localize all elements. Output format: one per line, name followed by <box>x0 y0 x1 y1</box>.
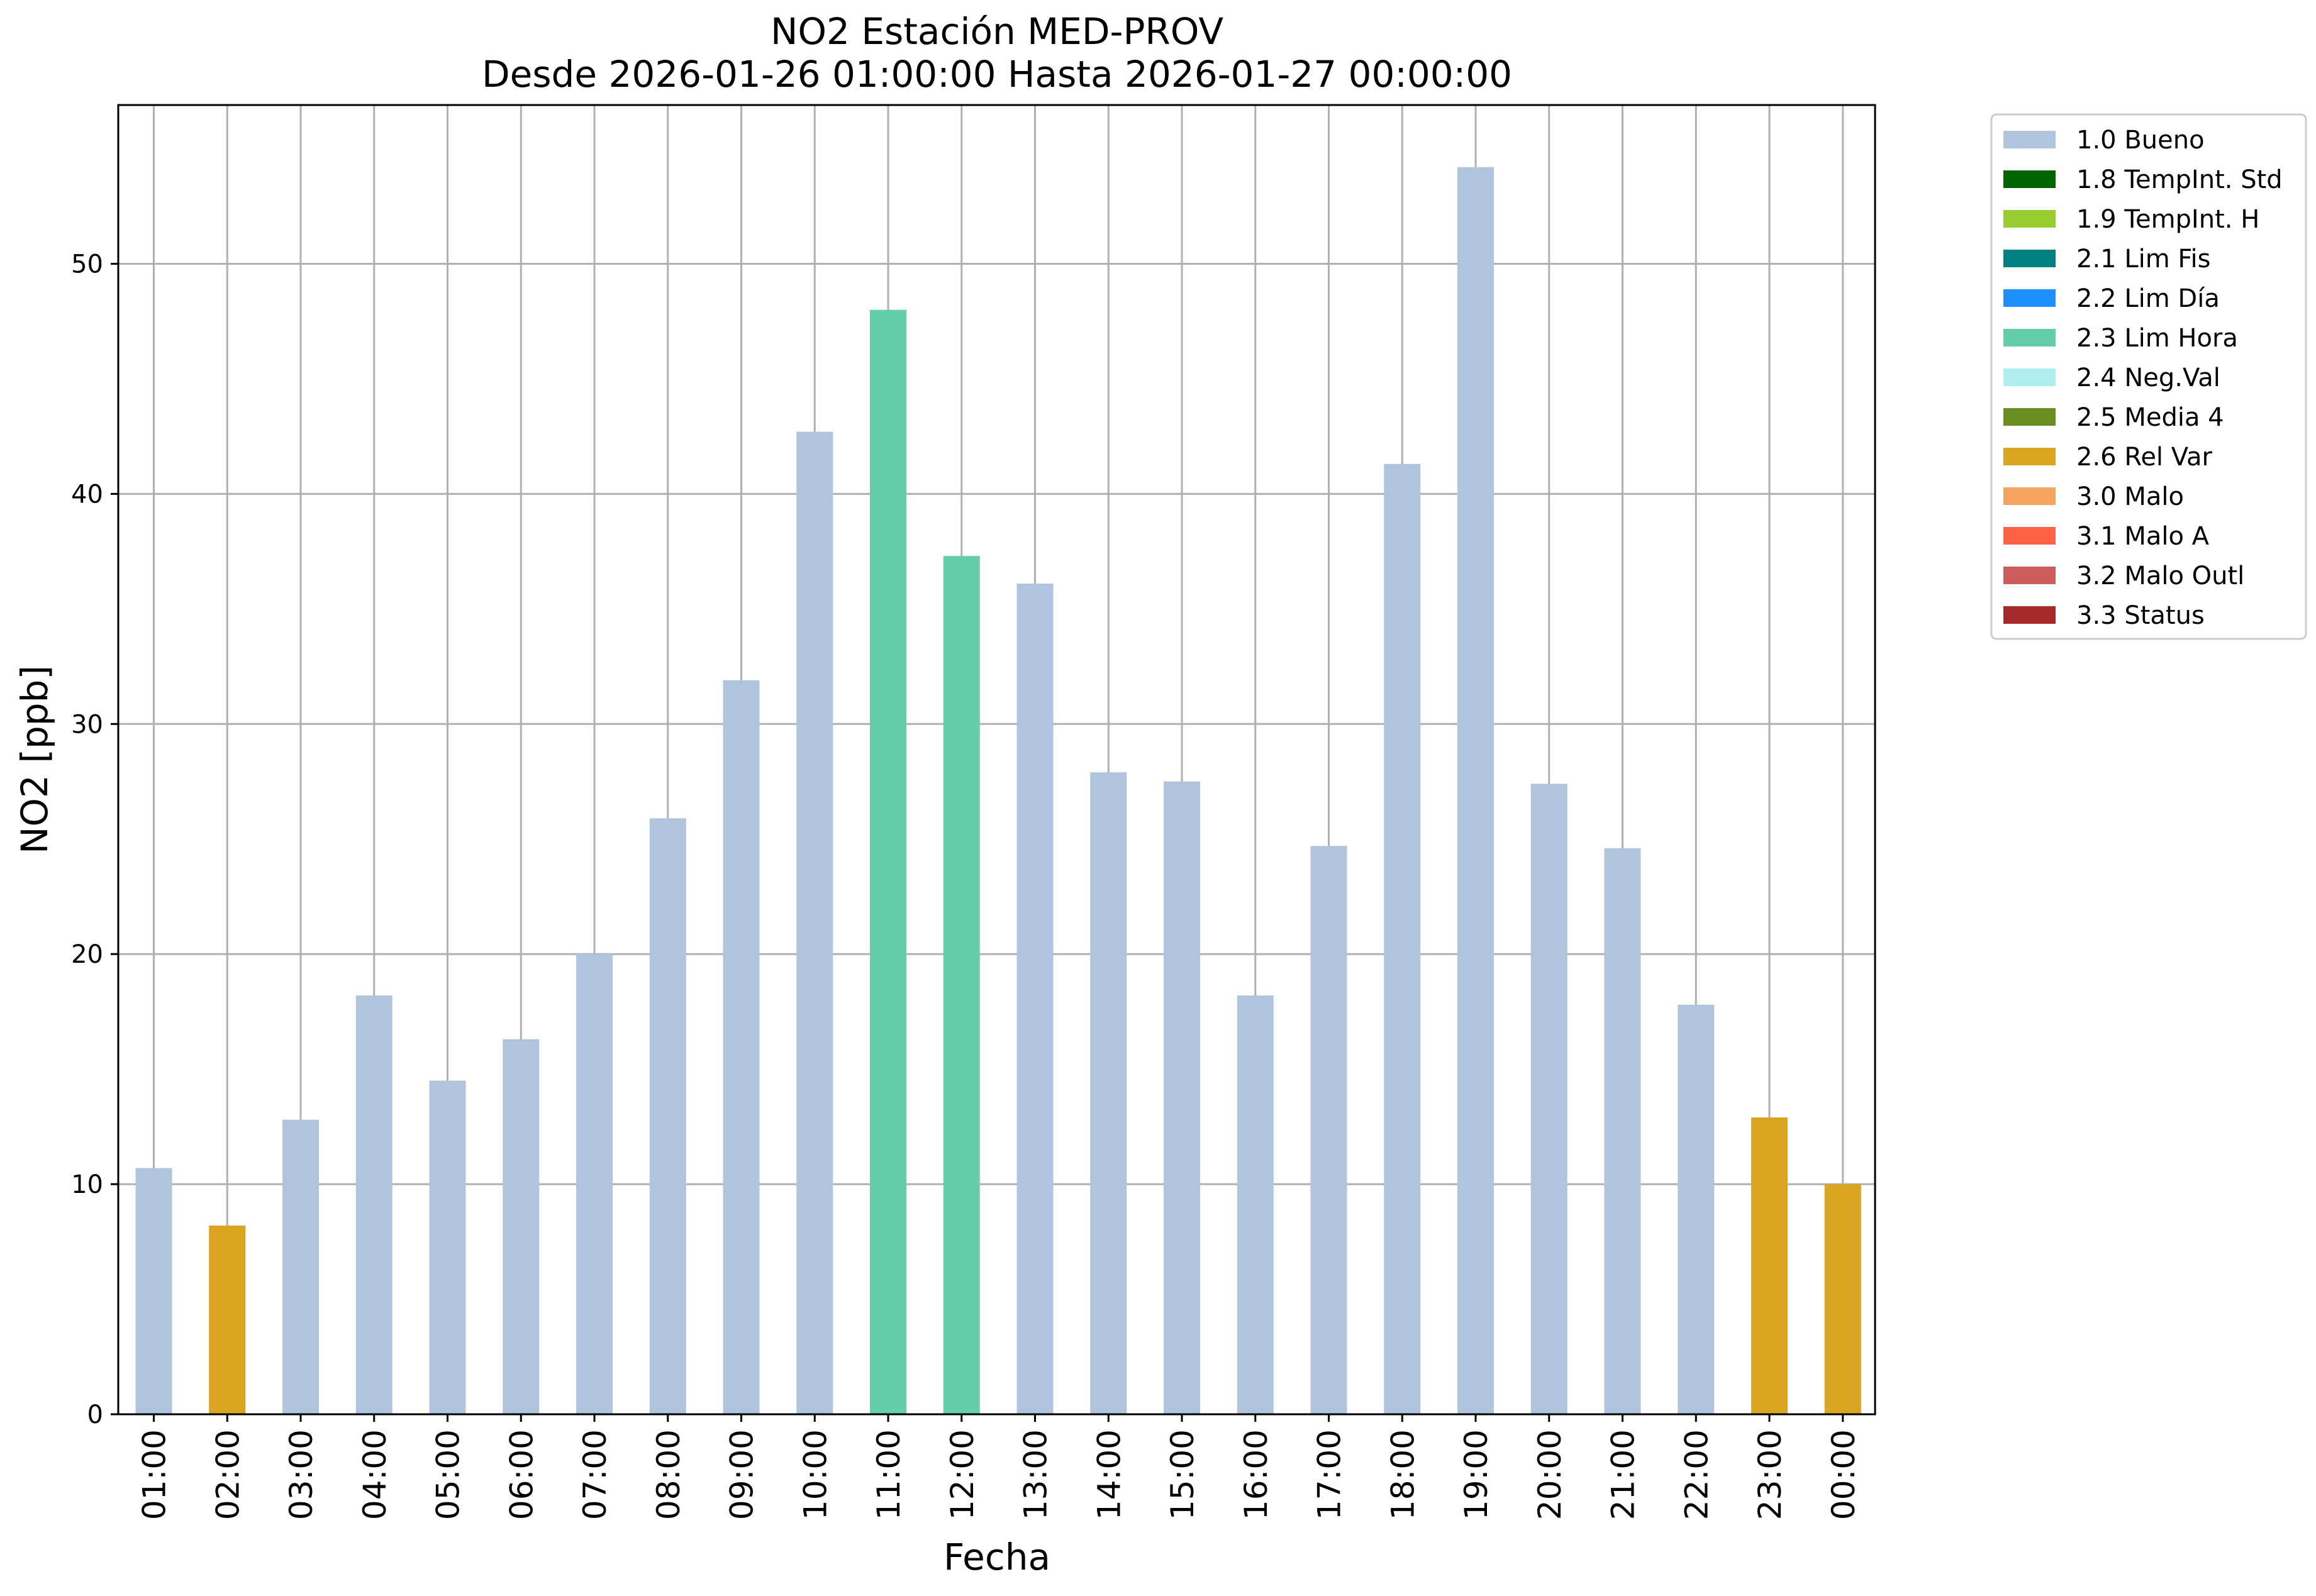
bar <box>943 556 980 1414</box>
legend-swatch <box>2003 369 2056 386</box>
bar <box>1678 1004 1715 1414</box>
x-tick-label: 07:00 <box>577 1429 613 1520</box>
y-tick-label: 50 <box>71 250 103 279</box>
bar <box>209 1225 246 1414</box>
y-axis-ticks: 0 10 20 30 40 50 <box>71 250 118 1429</box>
legend-label: 1.9 TempInt. H <box>2076 205 2259 234</box>
bar <box>1530 784 1567 1414</box>
y-axis-label: NO2 [ppb] <box>13 665 56 854</box>
x-axis-ticks: 01:00 02:00 03:00 04:00 05:00 06:00 07:00 08:00… <box>136 1414 1862 1520</box>
bar <box>870 309 906 1415</box>
y-tick-label: 10 <box>71 1170 103 1199</box>
legend-swatch <box>2003 567 2056 584</box>
x-tick-label: 03:00 <box>283 1429 320 1520</box>
chart-subtitle: Desde 2026-01-26 01:00:00 Hasta 2026-01-… <box>482 53 1512 96</box>
x-tick-label: 10:00 <box>797 1429 833 1520</box>
bar <box>1824 1184 1861 1414</box>
bar <box>1237 995 1274 1414</box>
x-tick-label: 13:00 <box>1018 1429 1054 1520</box>
chart-title: NO2 Estación MED-PROV <box>771 10 1223 53</box>
legend-swatch <box>2003 289 2056 307</box>
legend-swatch <box>2003 606 2056 624</box>
y-tick-label: 20 <box>71 940 103 969</box>
y-tick-label: 0 <box>87 1400 103 1429</box>
x-tick-label: 12:00 <box>944 1429 981 1520</box>
x-tick-label: 21:00 <box>1605 1429 1642 1520</box>
legend-label: 2.1 Lim Fis <box>2076 245 2210 274</box>
legend-swatch <box>2003 487 2056 505</box>
bar <box>282 1119 319 1414</box>
y-tick-label: 30 <box>71 710 103 739</box>
x-tick-label: 18:00 <box>1384 1429 1421 1520</box>
bar <box>503 1039 540 1414</box>
legend-label: 3.2 Malo Outl <box>2076 562 2244 590</box>
x-tick-label: 06:00 <box>503 1429 540 1520</box>
x-tick-label: 05:00 <box>430 1429 467 1520</box>
legend-swatch <box>2003 527 2056 545</box>
x-tick-label: 23:00 <box>1752 1429 1788 1520</box>
bars <box>135 167 1861 1415</box>
bar <box>1457 167 1494 1414</box>
bar <box>796 431 833 1415</box>
legend-label: 3.3 Status <box>2076 601 2205 630</box>
bar <box>1384 463 1421 1414</box>
legend-label: 3.1 Malo A <box>2076 522 2210 551</box>
x-tick-label: 19:00 <box>1458 1429 1495 1520</box>
legend: 1.0 Bueno 1.8 TempInt. Std 1.9 TempInt. H 2… <box>1990 113 2307 640</box>
legend-label: 2.4 Neg.Val <box>2076 363 2220 392</box>
legend-swatch <box>2003 329 2056 346</box>
bar <box>355 995 392 1414</box>
legend-label: 2.5 Media 4 <box>2076 403 2224 432</box>
bar <box>1604 848 1641 1414</box>
x-tick-label: 02:00 <box>209 1429 246 1520</box>
x-tick-label: 09:00 <box>724 1429 760 1520</box>
bar <box>1090 772 1127 1414</box>
bar <box>723 680 760 1414</box>
x-tick-label: 22:00 <box>1678 1429 1715 1520</box>
legend-label: 2.3 Lim Hora <box>2076 324 2238 353</box>
legend-swatch <box>2003 448 2056 465</box>
legend-swatch <box>2003 408 2056 426</box>
bar <box>576 954 613 1414</box>
legend-frame <box>1990 113 2307 640</box>
x-tick-label: 00:00 <box>1825 1429 1862 1520</box>
legend-swatch <box>2003 210 2056 228</box>
y-tick-label: 40 <box>71 480 103 509</box>
legend-swatch <box>2003 250 2056 267</box>
plot-frame <box>117 104 1876 1416</box>
x-tick-label: 11:00 <box>871 1429 907 1520</box>
bar <box>1310 846 1347 1414</box>
bar <box>1016 584 1054 1415</box>
x-tick-label: 15:00 <box>1164 1429 1201 1520</box>
x-tick-label: 20:00 <box>1532 1429 1568 1520</box>
legend-label: 2.6 Rel Var <box>2076 443 2213 472</box>
legend-label: 2.2 Lim Día <box>2076 284 2220 313</box>
legend-label: 1.8 TempInt. Std <box>2076 165 2283 194</box>
x-axis-label: Fecha <box>944 1536 1050 1578</box>
legend-swatch <box>2003 170 2056 188</box>
x-tick-label: 17:00 <box>1311 1429 1348 1520</box>
bar <box>1751 1117 1788 1414</box>
bar <box>429 1080 466 1414</box>
x-tick-label: 08:00 <box>650 1429 687 1520</box>
legend-swatch <box>2003 131 2056 148</box>
x-tick-label: 01:00 <box>136 1429 173 1520</box>
x-tick-label: 16:00 <box>1238 1429 1274 1520</box>
bar <box>649 818 686 1414</box>
bar <box>135 1168 172 1414</box>
legend-label: 3.0 Malo <box>2076 482 2184 511</box>
legend-label: 1.0 Bueno <box>2076 126 2205 155</box>
x-tick-label: 14:00 <box>1091 1429 1127 1520</box>
x-tick-label: 04:00 <box>357 1429 393 1520</box>
bar <box>1164 781 1200 1414</box>
